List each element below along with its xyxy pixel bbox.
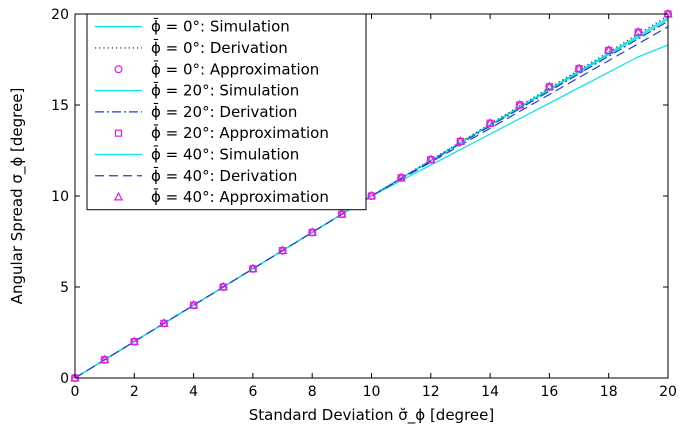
x-tick-label: 12 — [422, 384, 440, 400]
series-8-point — [396, 172, 406, 182]
series-line-7 — [74, 26, 669, 379]
legend-label: ϕ̄ = 20°: Approximation — [151, 123, 329, 142]
legend-label: ϕ̄ = 40°: Simulation — [151, 145, 299, 164]
x-tick-label: 14 — [481, 384, 499, 400]
x-tick-label: 8 — [308, 384, 317, 400]
x-tick-label: 2 — [130, 384, 139, 400]
x-axis-label: Standard Deviation σ̆_ϕ [degree] — [249, 406, 494, 425]
x-tick-label: 10 — [363, 384, 381, 400]
legend-entry: ϕ̄ = 40°: Derivation — [95, 166, 297, 185]
legend-entry: ϕ̄ = 20°: Approximation — [114, 123, 329, 142]
x-tick-label: 20 — [659, 384, 677, 400]
series-8-point — [485, 117, 495, 127]
series-8-point — [574, 63, 584, 73]
legend-label: ϕ̄ = 0°: Derivation — [151, 38, 288, 57]
legend-label: ϕ̄ = 40°: Approximation — [151, 187, 329, 206]
series-8-point — [633, 26, 644, 36]
legend: ϕ̄ = 0°: Simulation ϕ̄ = 0°: Derivation ϕ̄… — [86, 13, 367, 211]
series-8-point — [455, 136, 466, 145]
series-8-point — [218, 281, 228, 291]
legend-swatch-marker — [114, 129, 123, 137]
legend-label: ϕ̄ = 0°: Simulation — [151, 17, 290, 36]
legend-swatch-marker — [114, 65, 123, 74]
series-8-point — [603, 45, 614, 54]
series-8-point — [159, 318, 169, 327]
y-tick-label: 20 — [51, 7, 69, 23]
series-8-point — [544, 81, 555, 91]
legend-entry: ϕ̄ = 0°: Derivation — [95, 38, 288, 57]
x-tick-label: 4 — [189, 384, 198, 400]
legend-entry: ϕ̄ = 0°: Approximation — [114, 60, 319, 79]
series-8-point — [248, 263, 258, 273]
legend-label: ϕ̄ = 20°: Simulation — [151, 81, 299, 100]
x-tick-label: 6 — [248, 384, 257, 400]
series-8-point — [129, 336, 140, 345]
series-layer — [74, 15, 669, 379]
legend-label: ϕ̄ = 40°: Derivation — [151, 166, 297, 185]
series-8-point — [366, 190, 377, 200]
legend-label: ϕ̄ = 20°: Derivation — [151, 102, 297, 121]
legend-entry: ϕ̄ = 40°: Simulation — [95, 145, 299, 164]
series-8-point — [337, 208, 347, 218]
series-8-point — [277, 245, 288, 254]
legend-label: ϕ̄ = 0°: Approximation — [151, 60, 319, 79]
series-8-point — [70, 372, 80, 382]
series-8-point — [99, 354, 110, 364]
series-8-point — [426, 154, 436, 163]
series-8-point — [307, 227, 317, 236]
y-tick-label: 15 — [51, 98, 69, 114]
legend-entry: ϕ̄ = 0°: Simulation — [95, 17, 290, 36]
y-tick-label: 5 — [60, 280, 69, 296]
x-tick-label: 16 — [540, 384, 558, 400]
y-axis-label: Angular Spread σ_ϕ [degree] — [8, 88, 27, 305]
series-8-point — [188, 299, 199, 309]
y-tick-label: 0 — [60, 371, 69, 387]
x-tick-label: 18 — [600, 384, 618, 400]
y-tick-label: 10 — [51, 189, 69, 205]
legend-swatch-marker — [113, 191, 124, 201]
legend-entry: ϕ̄ = 20°: Derivation — [95, 102, 297, 121]
legend-entry: ϕ̄ = 40°: Approximation — [113, 187, 329, 206]
tick-layer: 0 2 4 6 8 10 12 14 16 18 20 0 5 10 15 20 — [51, 7, 677, 400]
x-tick-label: 0 — [71, 384, 80, 400]
legend-entry: ϕ̄ = 20°: Simulation — [95, 81, 299, 100]
series-8-point — [515, 99, 525, 109]
